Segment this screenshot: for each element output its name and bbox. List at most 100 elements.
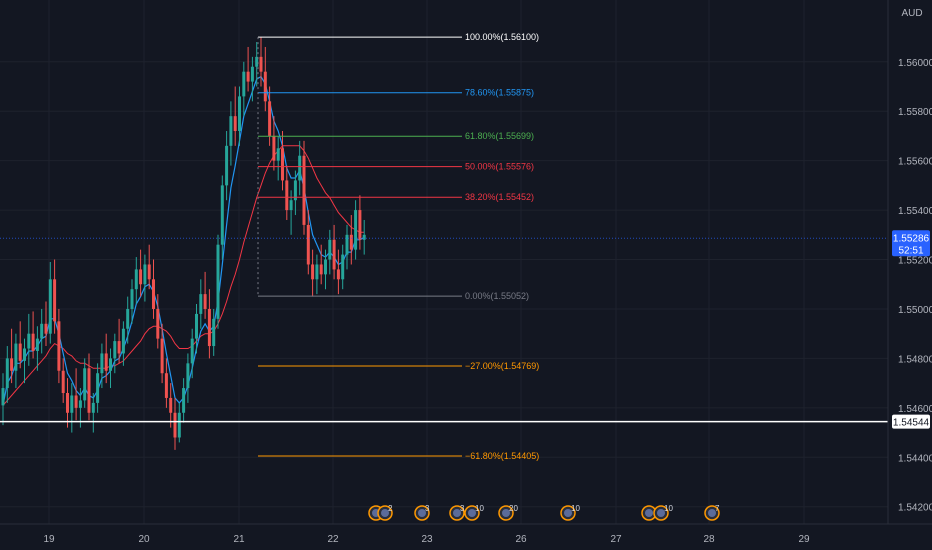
candle bbox=[139, 249, 143, 297]
y-tick-label: 1.56000 bbox=[898, 58, 932, 69]
candle bbox=[298, 140, 302, 196]
fib-level[interactable]: 100.00%(1.56100) bbox=[258, 32, 539, 42]
candle bbox=[358, 195, 362, 250]
candle bbox=[61, 358, 65, 403]
candle bbox=[57, 308, 61, 384]
candle bbox=[199, 279, 203, 329]
candle bbox=[341, 244, 345, 290]
candle bbox=[134, 257, 138, 305]
svg-text:1.55286: 1.55286 bbox=[893, 233, 930, 244]
time-axis[interactable] bbox=[0, 524, 888, 550]
candle bbox=[212, 308, 216, 356]
fib-level[interactable]: 38.20%(1.55452) bbox=[258, 192, 534, 202]
candle bbox=[113, 333, 117, 374]
candle bbox=[143, 254, 147, 302]
candle bbox=[255, 42, 259, 87]
x-tick-label: 22 bbox=[327, 534, 339, 545]
candle bbox=[164, 358, 168, 408]
currency-label: AUD bbox=[901, 8, 922, 19]
horizontal-lines[interactable] bbox=[0, 237, 888, 423]
candle bbox=[5, 346, 9, 403]
x-tick-label: 28 bbox=[703, 534, 715, 545]
economic-event-marker[interactable]: 3 bbox=[449, 504, 465, 521]
candle bbox=[349, 215, 353, 265]
candle bbox=[169, 383, 173, 428]
fib-level[interactable]: 78.60%(1.55875) bbox=[258, 88, 534, 98]
candle bbox=[100, 343, 104, 389]
candle bbox=[177, 402, 181, 443]
support-price-tag: 1.54544 bbox=[892, 414, 930, 429]
candle bbox=[272, 116, 276, 171]
economic-event-marker[interactable]: 2 bbox=[377, 504, 393, 521]
candle bbox=[354, 200, 358, 260]
candles bbox=[1, 37, 366, 450]
economic-event-marker[interactable]: 10 bbox=[653, 504, 673, 521]
economic-event-marker[interactable]: 10 bbox=[560, 504, 580, 521]
price-axis[interactable] bbox=[888, 0, 932, 524]
svg-text:1.54544: 1.54544 bbox=[893, 418, 930, 429]
candle bbox=[87, 353, 91, 421]
candle bbox=[126, 296, 130, 344]
fib-level-label: 100.00%(1.56100) bbox=[465, 32, 539, 42]
fib-level-label: 38.20%(1.55452) bbox=[465, 192, 534, 202]
candle bbox=[324, 249, 327, 290]
economic-event-marker[interactable]: 7 bbox=[704, 504, 720, 521]
candle bbox=[23, 338, 26, 384]
fib-level[interactable]: 0.00%(1.55052) bbox=[258, 291, 529, 301]
candle bbox=[362, 219, 366, 255]
candle bbox=[121, 321, 125, 366]
candle bbox=[83, 358, 87, 408]
candle bbox=[156, 294, 160, 349]
fib-level-label: 78.60%(1.55875) bbox=[465, 88, 534, 98]
economic-event-marker[interactable]: 3 bbox=[414, 504, 430, 521]
y-tick-label: 1.54200 bbox=[898, 503, 932, 514]
candle bbox=[152, 259, 155, 319]
x-tick-label: 19 bbox=[43, 534, 55, 545]
economic-event-marker[interactable]: 10 bbox=[464, 504, 484, 521]
candle bbox=[44, 301, 48, 347]
y-tick-label: 1.55600 bbox=[898, 157, 932, 168]
event-count: 2 bbox=[388, 504, 393, 513]
fib-level[interactable]: 50.00%(1.55576) bbox=[258, 162, 534, 172]
y-tick-label: 1.55800 bbox=[898, 107, 932, 118]
y-tick-label: 1.54600 bbox=[898, 404, 932, 415]
candle bbox=[293, 170, 297, 216]
candle bbox=[35, 326, 39, 371]
economic-event-marker[interactable]: 20 bbox=[498, 504, 518, 521]
grid bbox=[0, 0, 888, 524]
candle bbox=[10, 328, 14, 384]
candle bbox=[70, 383, 74, 433]
y-tick-label: 1.54400 bbox=[898, 453, 932, 464]
fib-level-label: 61.80%(1.55699) bbox=[465, 131, 534, 141]
candle bbox=[276, 135, 280, 181]
candle bbox=[96, 363, 100, 413]
x-tick-label: 21 bbox=[233, 534, 245, 545]
candle bbox=[328, 229, 332, 275]
y-axis-labels: 1.54200 1.54400 1.54600 1.54800 1.55000 1.552… bbox=[898, 58, 932, 514]
event-count: 3 bbox=[425, 504, 430, 513]
x-tick-label: 20 bbox=[138, 534, 150, 545]
candle bbox=[203, 271, 207, 319]
candle bbox=[104, 333, 108, 384]
x-axis-labels: 19 20 21 22 23 26 27 28 29 bbox=[43, 534, 810, 545]
event-count: 10 bbox=[475, 504, 484, 513]
event-markers[interactable]: 2 3 3 10 20 10 10 7 bbox=[368, 504, 720, 521]
x-tick-label: 23 bbox=[421, 534, 433, 545]
candle bbox=[40, 308, 44, 354]
candle bbox=[14, 333, 18, 389]
candle bbox=[259, 37, 263, 87]
candle bbox=[345, 224, 349, 270]
event-count: 10 bbox=[571, 504, 580, 513]
candle bbox=[182, 378, 186, 423]
fib-level[interactable]: 61.80%(1.55699) bbox=[258, 131, 534, 141]
candle bbox=[246, 46, 250, 92]
fib-level[interactable]: −61.80%(1.54405) bbox=[258, 451, 539, 461]
candle bbox=[53, 259, 57, 334]
fibonacci-retracement[interactable]: 100.00%(1.56100) 78.60%(1.55875) 61.80%(1.… bbox=[257, 32, 539, 461]
event-count: 20 bbox=[509, 504, 518, 513]
candle bbox=[302, 140, 306, 235]
fib-level[interactable]: −27.00%(1.54769) bbox=[258, 361, 539, 371]
